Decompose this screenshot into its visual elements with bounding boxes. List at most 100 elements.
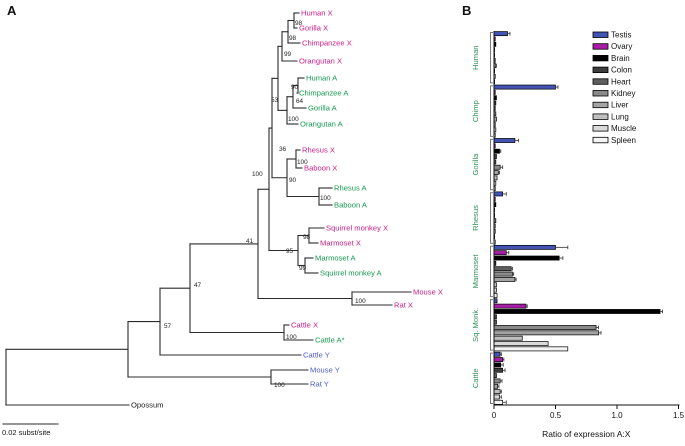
expression-ratio-bar-chart: Human Chimp Gorilla Rhesus Marmoset Sq. Monk.…	[471, 31, 685, 440]
tissue-bar	[493, 138, 516, 143]
tissue-bar	[493, 399, 503, 405]
tissue-bar	[493, 362, 502, 368]
species-label: Sq. Monk.	[471, 308, 480, 342]
tissue-bar	[493, 266, 512, 272]
bootstrap-value: 64	[296, 98, 304, 105]
tissue-bar	[493, 394, 500, 400]
bootstrap-value: 100	[355, 298, 366, 305]
species-label: Gorilla	[471, 153, 480, 176]
tree-leaf-label: Marmoset A	[315, 254, 356, 263]
tree-leaf-label: Squirrel monkey A	[320, 269, 383, 278]
bootstrap-value: 90	[289, 177, 297, 184]
tissue-bar	[493, 31, 508, 37]
tissue-bar	[493, 191, 503, 197]
tree-leaf-label: Cattle A*	[315, 336, 345, 345]
tissue-bar	[493, 346, 569, 352]
legend-label: Muscle	[611, 124, 637, 133]
bootstrap-value: 36	[279, 146, 287, 153]
x-axis-title: Ratio of expression A:X	[542, 429, 631, 439]
bootstrap-value: 98	[295, 20, 303, 27]
bootstrap-value: 95	[286, 248, 294, 255]
bootstrap-value: 99	[299, 265, 307, 272]
tissue-bar	[493, 309, 661, 314]
panel-b-label: B	[462, 3, 472, 18]
panel-a-label: A	[7, 3, 17, 18]
tissue-bar	[493, 335, 523, 341]
tissue-bar	[493, 351, 501, 357]
bootstrap-value: 57	[164, 323, 172, 330]
legend-swatch	[592, 43, 609, 50]
tissue-bar	[493, 84, 556, 90]
bootstrap-value: 100	[286, 334, 297, 341]
bootstrap-value: 41	[246, 238, 254, 245]
tree-leaf-label: Chimpanzee A	[299, 89, 349, 98]
tissue-bar	[493, 244, 556, 250]
species-bracket	[490, 138, 493, 191]
x-axis-tick-label: 1.0	[611, 411, 623, 420]
legend-label: Spleen	[611, 136, 636, 145]
bootstrap-value: 100	[252, 171, 263, 178]
tissue-bar	[493, 255, 560, 261]
tree-leaf-label: Human A	[306, 74, 338, 83]
tree-leaf-label: Cattle X	[291, 321, 318, 330]
bootstrap-value: 98	[289, 35, 297, 42]
legend-swatch	[592, 113, 609, 120]
x-axis-tick-label: 0	[492, 411, 497, 420]
tissue-bar	[493, 170, 499, 175]
tree-leaf-label: Rat X	[394, 301, 413, 310]
legend-swatch	[592, 55, 609, 62]
bootstrap-value: 100	[297, 159, 308, 166]
legend-swatch	[592, 90, 609, 97]
tissue-bar	[493, 378, 501, 384]
scale-bar-label: 0.02 subst/site	[2, 428, 50, 437]
legend-label: Brain	[611, 54, 630, 63]
legend-swatch	[592, 136, 609, 144]
legend-swatch	[592, 125, 609, 132]
tree-leaf-label: Mouse X	[413, 288, 443, 297]
tissue-bar	[493, 357, 503, 362]
legend-label: Ovary	[611, 42, 632, 51]
x-axis-tick-label: 1.5	[673, 411, 685, 420]
x-axis-tick-label: 0.5	[550, 411, 562, 420]
tree-leaf-label: Human X	[301, 9, 333, 18]
species-bracket	[490, 299, 493, 351]
bootstrap-value: 100	[274, 382, 285, 389]
tree-leaf-label: Squirrel monkey X	[326, 224, 388, 233]
tissue-bar	[493, 303, 527, 309]
tissue-bar	[493, 271, 513, 277]
species-bracket	[490, 192, 493, 244]
bootstrap-value: 100	[288, 116, 299, 123]
legend-label: Liver	[611, 101, 629, 110]
species-label: Human	[471, 45, 480, 69]
tree-leaf-label: Orangutan X	[299, 57, 342, 66]
tissue-bar	[493, 250, 507, 256]
legend-swatch	[592, 31, 609, 38]
legend-label: Heart	[611, 77, 631, 86]
legend-swatch	[592, 66, 609, 73]
tissue-bar	[493, 148, 500, 154]
bootstrap-value: 98	[303, 234, 311, 241]
tree-leaf-label: Gorilla X	[299, 24, 328, 33]
bootstrap-value: 47	[194, 282, 202, 289]
tree-leaf-label: Orangutan A	[300, 120, 344, 129]
tree-leaf-label: Baboon X	[304, 164, 337, 173]
tree-leaf-label: Rhesus X	[302, 146, 335, 155]
species-bracket	[490, 245, 493, 298]
tissue-bar	[493, 341, 549, 346]
tree-leaf-label: Rhesus A	[334, 184, 367, 193]
tree-leaf-label: Chimpanzee X	[302, 39, 352, 48]
tree-leaf-label: Gorilla A	[308, 104, 338, 113]
tissue-bar	[493, 277, 516, 282]
tree-leaf-label: Marmoset X	[320, 239, 361, 248]
bootstrap-value: 90	[291, 84, 299, 91]
tissue-bar	[493, 383, 499, 389]
bootstrap-value: 53	[271, 97, 279, 104]
tissue-bar	[493, 325, 597, 330]
tissue-bar	[493, 330, 599, 336]
species-label: Cattle	[471, 368, 480, 388]
tree-leaf-label: Cattle Y	[303, 351, 330, 360]
legend-label: Colon	[611, 66, 632, 75]
species-label: Marmoset	[471, 254, 480, 289]
